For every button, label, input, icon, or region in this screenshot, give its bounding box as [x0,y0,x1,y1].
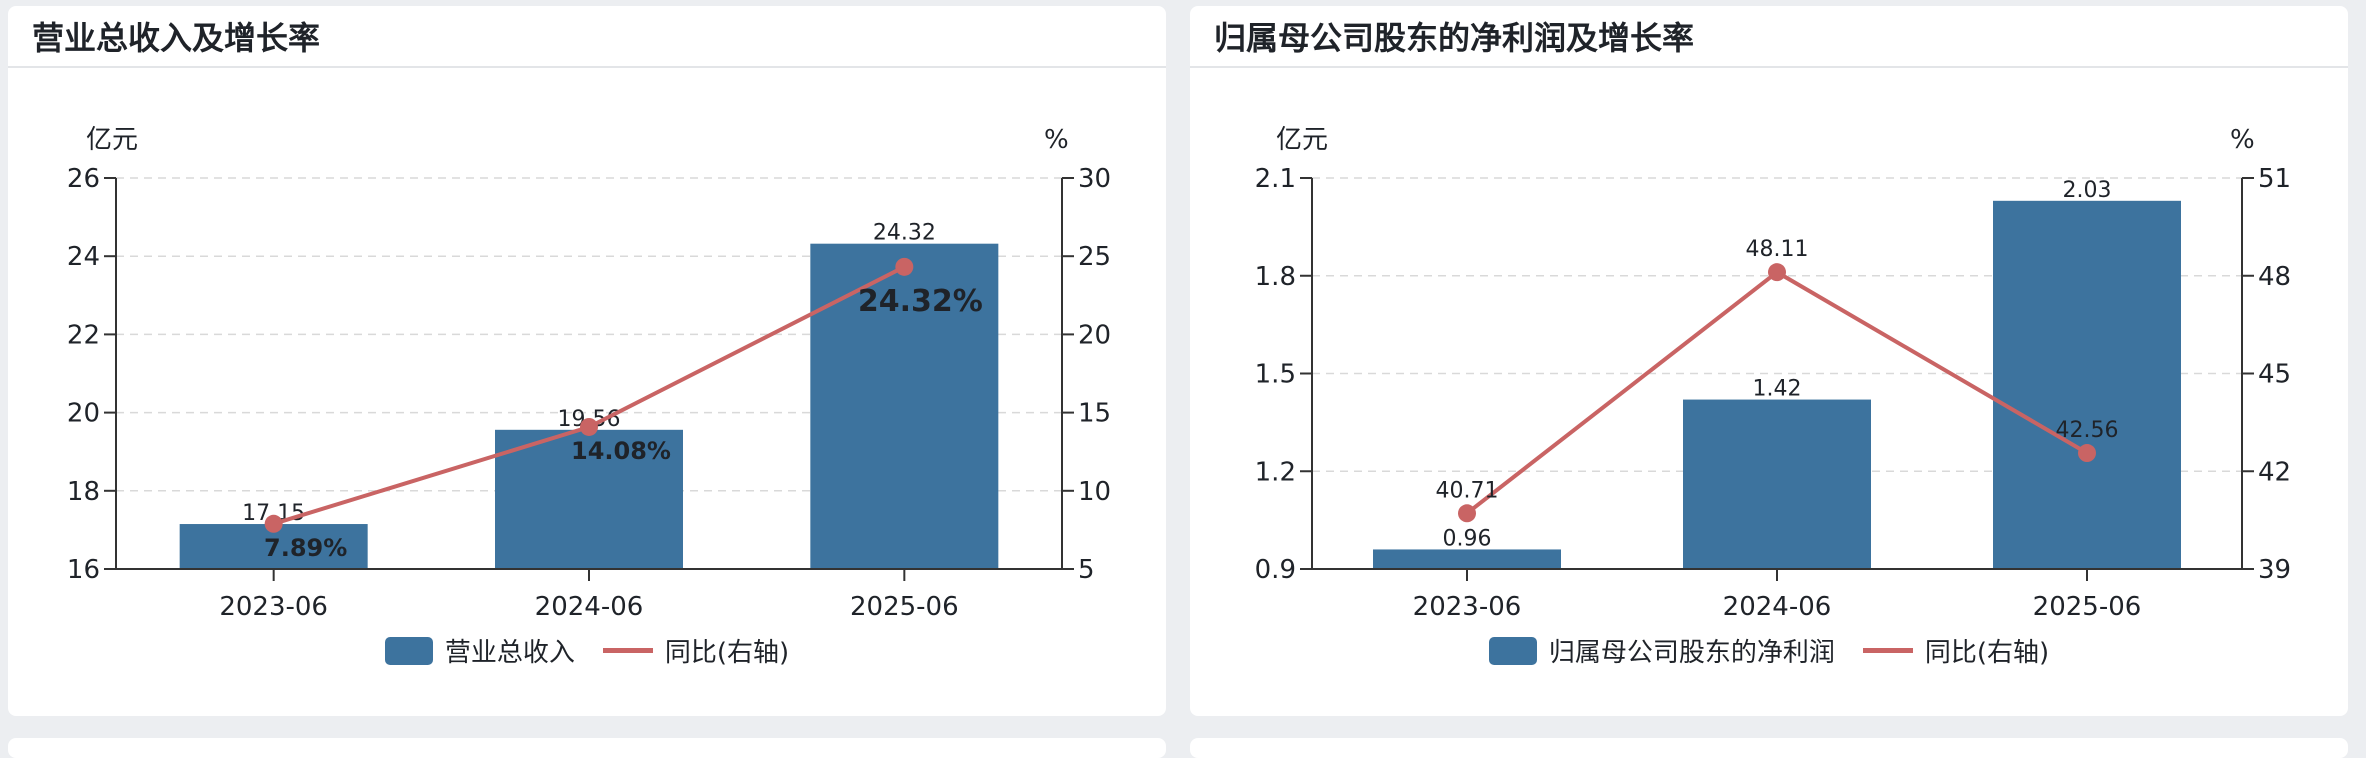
legend-bar-label: 营业总收入 [444,638,575,668]
left-tick-label: 2.1 [1255,164,1296,194]
legend-line-swatch [1862,648,1913,653]
left-tick-label: 1.8 [1255,262,1296,292]
left-unit-label: 亿元 [1276,125,1328,155]
bar [1373,549,1561,569]
growth-point [1768,263,1786,282]
legend-line-label: 同比(右轴) [1924,638,2050,668]
right-tick-label: 10 [1078,477,1111,507]
legend-item-bar[interactable]: 归属母公司股东的净利润 [1488,632,1835,669]
right-tick-label: 45 [2258,360,2291,390]
x-tick-label: 2024-06 [535,592,644,622]
growth-point [895,257,914,276]
legend-item-bar[interactable]: 营业总收入 [384,632,575,669]
bar-value-label: 1.42 [1753,377,1802,402]
right-unit-label: % [2230,125,2255,155]
growth-value-label: 7.89% [264,534,347,562]
panel-header: 营业总收入及增长率 [8,6,1166,68]
growth-point [580,417,598,436]
net-profit-chart: 亿元 % 0.9 1.2 1.5 1.8 2.1 39 42 45 48 51 2023-06 202… [1255,125,2291,622]
x-tick-label: 2023-06 [219,592,328,622]
next-panel-edge [1190,738,2348,758]
left-tick-label: 1.5 [1255,360,1296,390]
left-tick-label: 18 [67,477,100,507]
growth-value-label: 24.32% [858,284,983,319]
x-tick-label: 2024-06 [1723,592,1832,622]
right-tick-label: 15 [1078,399,1111,429]
growth-value-label: 48.11 [1746,237,1809,262]
legend: 归属母公司股东的净利润 同比(右轴) [1190,632,2348,669]
bar [1683,399,1871,569]
panel-title: 归属母公司股东的净利润及增长率 [1214,19,1695,57]
bar-value-label: 0.96 [1443,526,1492,551]
panel-header: 归属母公司股东的净利润及增长率 [1190,6,2348,68]
left-tick-label: 22 [67,320,100,350]
revenue-chart: 亿元 % 16 18 20 22 24 26 5 10 15 20 25 30 2023-06 2024-… [67,125,1111,622]
legend-line-swatch [602,648,653,653]
growth-point [1458,504,1476,523]
growth-value-label: 14.08% [571,437,671,465]
growth-value-label: 40.71 [1436,478,1499,503]
right-tick-label: 5 [1078,555,1095,585]
left-tick-label: 16 [67,555,100,585]
growth-value-label: 42.56 [2056,418,2119,443]
next-panel-edge [8,738,1166,758]
left-tick-label: 24 [67,242,100,272]
left-tick-label: 0.9 [1255,555,1296,585]
right-tick-label: 25 [1078,242,1111,272]
bar-value-label: 24.32 [873,221,936,246]
right-tick-label: 20 [1078,320,1111,350]
bar [1993,200,2181,569]
legend-item-line[interactable]: 同比(右轴) [602,632,790,669]
left-tick-label: 1.2 [1255,457,1296,487]
growth-point [2078,444,2096,463]
right-unit-label: % [1044,125,1069,155]
bar-value-label: 2.03 [2063,178,2112,203]
panel-title: 营业总收入及增长率 [32,19,321,57]
legend-bar-swatch [1488,636,1537,665]
chart-panel-revenue: 营业总收入及增长率 亿元 % 16 18 20 22 24 26 5 10 15 20 25 30 20… [8,6,1166,716]
legend-bar-swatch [384,636,433,665]
chart-panel-net-profit: 归属母公司股东的净利润及增长率 亿元 % 0.9 1.2 1.5 1.8 2.1 39 42… [1190,6,2348,716]
left-unit-label: 亿元 [86,125,138,155]
x-tick-label: 2025-06 [850,592,959,622]
legend: 营业总收入 同比(右轴) [8,632,1166,669]
right-tick-label: 51 [2258,164,2291,194]
legend-item-line[interactable]: 同比(右轴) [1862,632,2050,669]
x-tick-label: 2023-06 [1413,592,1522,622]
right-tick-label: 30 [1078,164,1111,194]
right-tick-label: 39 [2258,555,2291,585]
right-tick-label: 42 [2258,457,2291,487]
left-tick-label: 26 [67,164,100,194]
growth-point [264,514,283,533]
legend-bar-label: 归属母公司股东的净利润 [1548,638,1835,668]
right-tick-label: 48 [2258,262,2291,292]
bar [495,429,683,569]
left-tick-label: 20 [67,399,100,429]
x-tick-label: 2025-06 [2033,592,2142,622]
legend-line-label: 同比(右轴) [664,638,790,668]
